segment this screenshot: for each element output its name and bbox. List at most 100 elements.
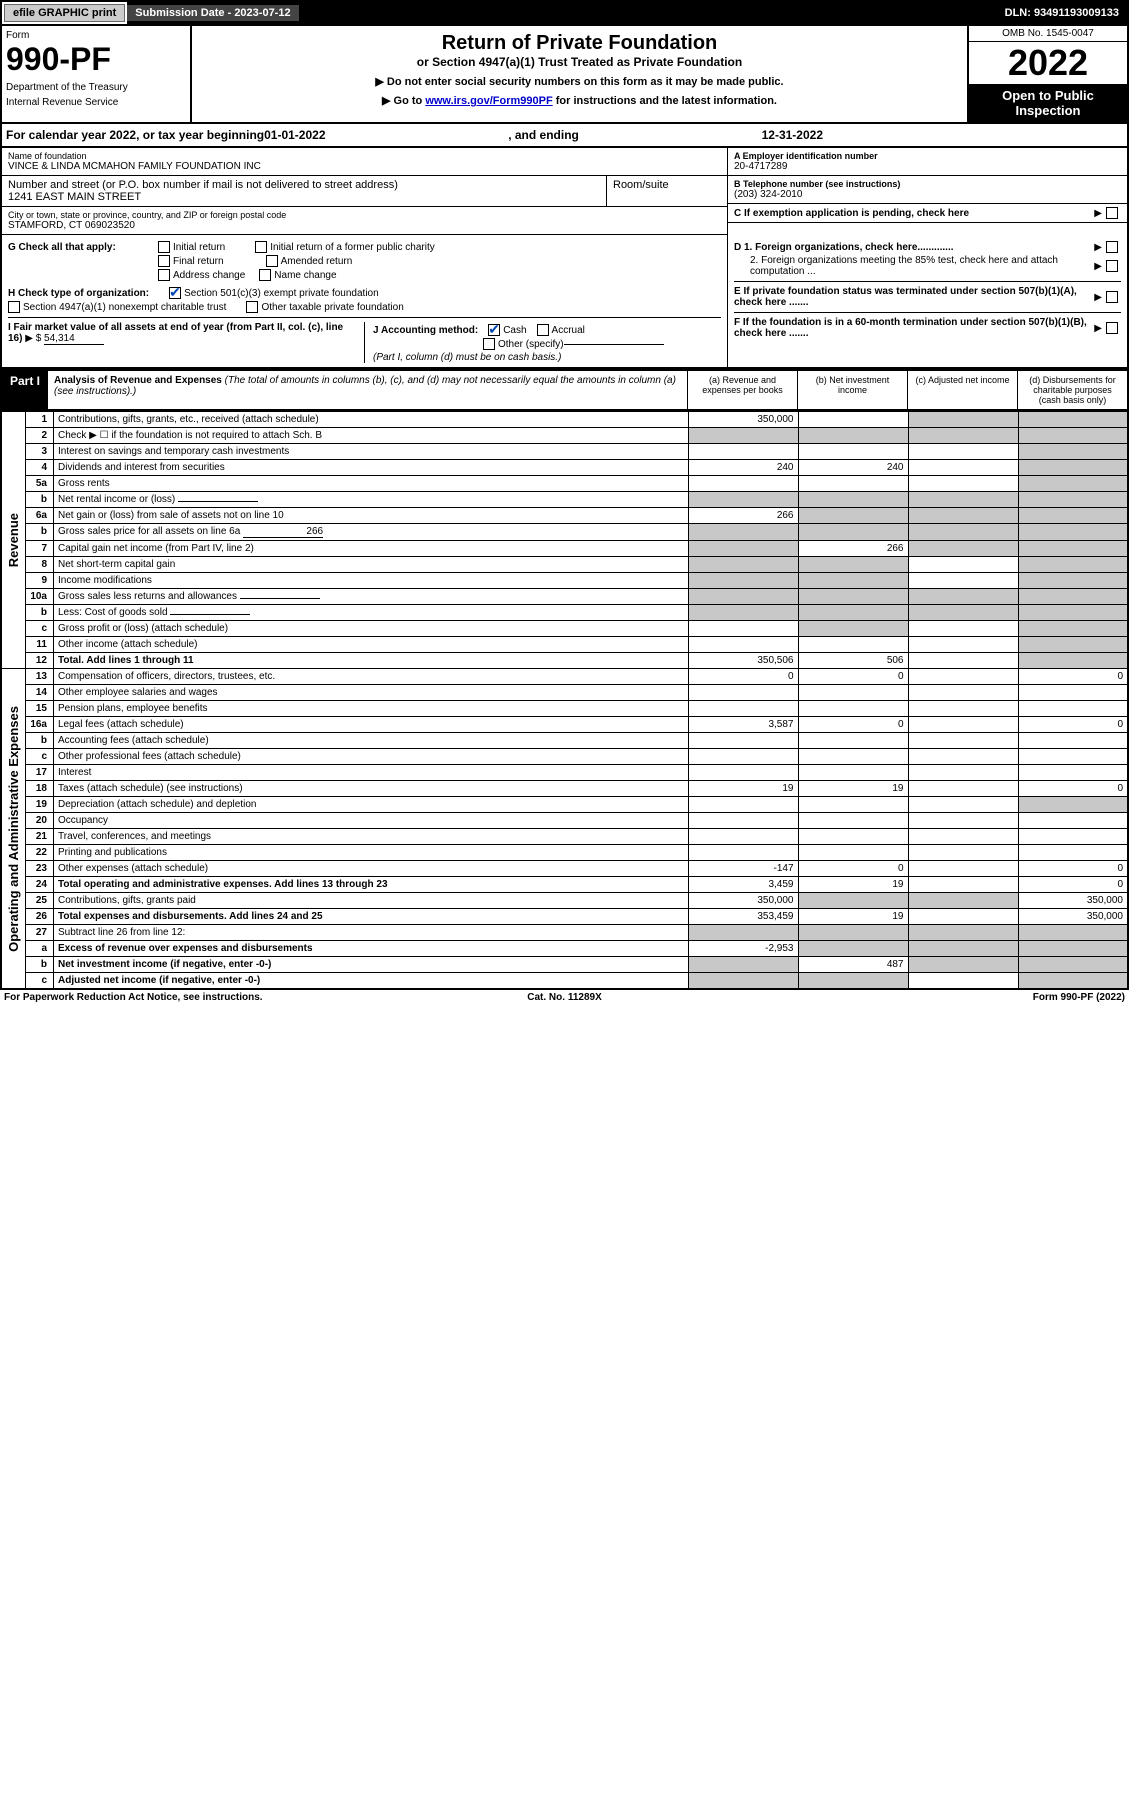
foundation-name: VINCE & LINDA MCMAHON FAMILY FOUNDATION …	[8, 161, 721, 172]
part1-header-row: Part I Analysis of Revenue and Expenses …	[0, 369, 1129, 411]
col-d-value	[1018, 428, 1128, 444]
line-description: Other income (attach schedule)	[54, 637, 689, 653]
g-final-checkbox[interactable]	[158, 255, 170, 267]
h-other: Other taxable private foundation	[261, 302, 403, 313]
j-other-checkbox[interactable]	[483, 338, 495, 350]
footer-right: Form 990-PF (2022)	[751, 992, 1125, 1003]
col-d-value	[1018, 412, 1128, 428]
col-b-value	[798, 428, 908, 444]
col-c-value	[908, 460, 1018, 476]
form-word: Form	[6, 30, 186, 41]
g-amended-checkbox[interactable]	[266, 255, 278, 267]
g-name-checkbox[interactable]	[259, 269, 271, 281]
line-number: b	[26, 492, 54, 508]
cal-spacer	[823, 128, 1123, 142]
col-d-value	[1018, 589, 1128, 605]
col-d-value: 350,000	[1018, 909, 1128, 925]
col-a-value	[688, 428, 798, 444]
col-a-value	[688, 845, 798, 861]
g-initial-checkbox[interactable]	[158, 241, 170, 253]
col-b-value	[798, 557, 908, 573]
col-c-value	[908, 701, 1018, 717]
col-c-value	[908, 781, 1018, 797]
h-4947-checkbox[interactable]	[8, 301, 20, 313]
line-number: 17	[26, 765, 54, 781]
col-b-value: 487	[798, 957, 908, 973]
h-501c3-checkbox[interactable]	[169, 287, 181, 299]
line-description: Gross profit or (loss) (attach schedule)	[54, 621, 689, 637]
col-b-value	[798, 637, 908, 653]
table-row: 12Total. Add lines 1 through 11350,50650…	[1, 653, 1128, 669]
col-b-value: 19	[798, 877, 908, 893]
line-number: 7	[26, 541, 54, 557]
col-c-value	[908, 829, 1018, 845]
table-row: 22Printing and publications	[1, 845, 1128, 861]
col-b-value	[798, 749, 908, 765]
d1-checkbox[interactable]	[1106, 241, 1118, 253]
table-row: 8Net short-term capital gain	[1, 557, 1128, 573]
table-row: bGross sales price for all assets on lin…	[1, 524, 1128, 541]
city-value: STAMFORD, CT 069023520	[8, 220, 721, 231]
h-other-checkbox[interactable]	[246, 301, 258, 313]
irs-link[interactable]: www.irs.gov/Form990PF	[425, 95, 552, 107]
d2-checkbox[interactable]	[1106, 260, 1118, 272]
col-a-value: 266	[688, 508, 798, 524]
col-b-value	[798, 973, 908, 990]
footer-center: Cat. No. 11289X	[378, 992, 752, 1003]
col-d-value	[1018, 733, 1128, 749]
instr-ssn: ▶ Do not enter social security numbers o…	[198, 75, 961, 88]
line-description: Printing and publications	[54, 845, 689, 861]
col-d-value: 0	[1018, 781, 1128, 797]
col-c-value	[908, 428, 1018, 444]
col-a-value	[688, 765, 798, 781]
line-description: Contributions, gifts, grants paid	[54, 893, 689, 909]
cal-pre: For calendar year 2022, or tax year begi…	[6, 128, 264, 142]
col-c-value	[908, 669, 1018, 685]
table-row: 19Depreciation (attach schedule) and dep…	[1, 797, 1128, 813]
table-row: 6aNet gain or (loss) from sale of assets…	[1, 508, 1128, 524]
c-checkbox[interactable]	[1106, 207, 1118, 219]
line-description: Pension plans, employee benefits	[54, 701, 689, 717]
line-description: Contributions, gifts, grants, etc., rece…	[54, 412, 689, 428]
col-c-value	[908, 605, 1018, 621]
line-description: Accounting fees (attach schedule)	[54, 733, 689, 749]
g-address-checkbox[interactable]	[158, 269, 170, 281]
addr-label: Number and street (or P.O. box number if…	[8, 179, 600, 191]
g-label: G Check all that apply:	[8, 242, 158, 253]
table-row: 26Total expenses and disbursements. Add …	[1, 909, 1128, 925]
col-b-value	[798, 941, 908, 957]
line-description: Interest	[54, 765, 689, 781]
j-cash: Cash	[503, 325, 526, 336]
col-c-value	[908, 765, 1018, 781]
g-initial-former-checkbox[interactable]	[255, 241, 267, 253]
topbar-black-strip: Submission Date - 2023-07-12 DLN: 934911…	[127, 2, 1127, 24]
efile-print-button[interactable]: efile GRAPHIC print	[4, 4, 125, 22]
col-c-value	[908, 685, 1018, 701]
col-b-value	[798, 492, 908, 508]
col-d-value	[1018, 573, 1128, 589]
h-row: H Check type of organization: Section 50…	[8, 287, 721, 299]
f-checkbox[interactable]	[1106, 322, 1118, 334]
col-d-value	[1018, 765, 1128, 781]
table-row: 7Capital gain net income (from Part IV, …	[1, 541, 1128, 557]
col-a-value	[688, 573, 798, 589]
d1-row: D 1. Foreign organizations, check here..…	[734, 241, 1121, 253]
table-row: 18Taxes (attach schedule) (see instructi…	[1, 781, 1128, 797]
j-cash-checkbox[interactable]	[488, 324, 500, 336]
line-description: Total expenses and disbursements. Add li…	[54, 909, 689, 925]
arrow-icon: ▶	[1094, 242, 1102, 253]
col-d-value	[1018, 973, 1128, 990]
col-a-value	[688, 637, 798, 653]
line-description: Excess of revenue over expenses and disb…	[54, 941, 689, 957]
ij-row: I Fair market value of all assets at end…	[8, 317, 721, 363]
col-c-value	[908, 893, 1018, 909]
form-subtitle: or Section 4947(a)(1) Trust Treated as P…	[198, 55, 961, 69]
arrow-icon: ▶	[1094, 261, 1102, 272]
d2-row: 2. Foreign organizations meeting the 85%…	[734, 255, 1121, 277]
line-description: Depreciation (attach schedule) and deple…	[54, 797, 689, 813]
col-b-value	[798, 845, 908, 861]
j-accrual-checkbox[interactable]	[537, 324, 549, 336]
e-checkbox[interactable]	[1106, 291, 1118, 303]
col-b-value: 19	[798, 781, 908, 797]
col-a-value: -147	[688, 861, 798, 877]
